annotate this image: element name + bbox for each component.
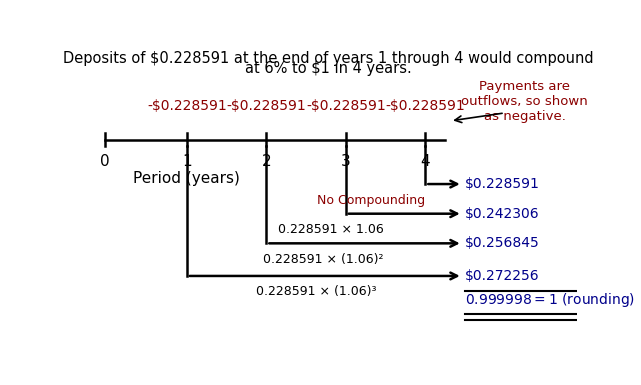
Text: -$0.228591: -$0.228591	[147, 99, 227, 113]
Text: $0.228591: $0.228591	[465, 177, 540, 191]
Text: $0.242306: $0.242306	[465, 207, 540, 221]
Text: at 6% to $1 in 4 years.: at 6% to $1 in 4 years.	[245, 61, 412, 76]
Text: Period (years): Period (years)	[133, 171, 240, 186]
Text: 0.228591 × (1.06)²: 0.228591 × (1.06)²	[263, 253, 384, 266]
Text: 0.228591 × (1.06)³: 0.228591 × (1.06)³	[256, 285, 376, 298]
Text: -$0.228591: -$0.228591	[226, 99, 306, 113]
Text: 4: 4	[420, 154, 430, 169]
Text: $0.256845: $0.256845	[465, 236, 540, 250]
Text: 2: 2	[262, 154, 271, 169]
Text: $0.999998  = $1 (rounding): $0.999998 = $1 (rounding)	[465, 291, 635, 309]
Text: 1: 1	[182, 154, 192, 169]
Text: Deposits of $0.228591 at the end of years 1 through 4 would compound: Deposits of $0.228591 at the end of year…	[63, 51, 594, 66]
Text: -$0.228591: -$0.228591	[385, 99, 465, 113]
Text: 0.228591 × 1.06: 0.228591 × 1.06	[278, 223, 384, 236]
Text: 0: 0	[100, 154, 110, 169]
Text: 3: 3	[341, 154, 351, 169]
Text: Payments are
outflows, so shown
as negative.: Payments are outflows, so shown as negat…	[462, 80, 588, 122]
Text: -$0.228591: -$0.228591	[306, 99, 386, 113]
Text: No Compounding: No Compounding	[317, 194, 425, 207]
Text: $0.272256: $0.272256	[465, 269, 540, 283]
